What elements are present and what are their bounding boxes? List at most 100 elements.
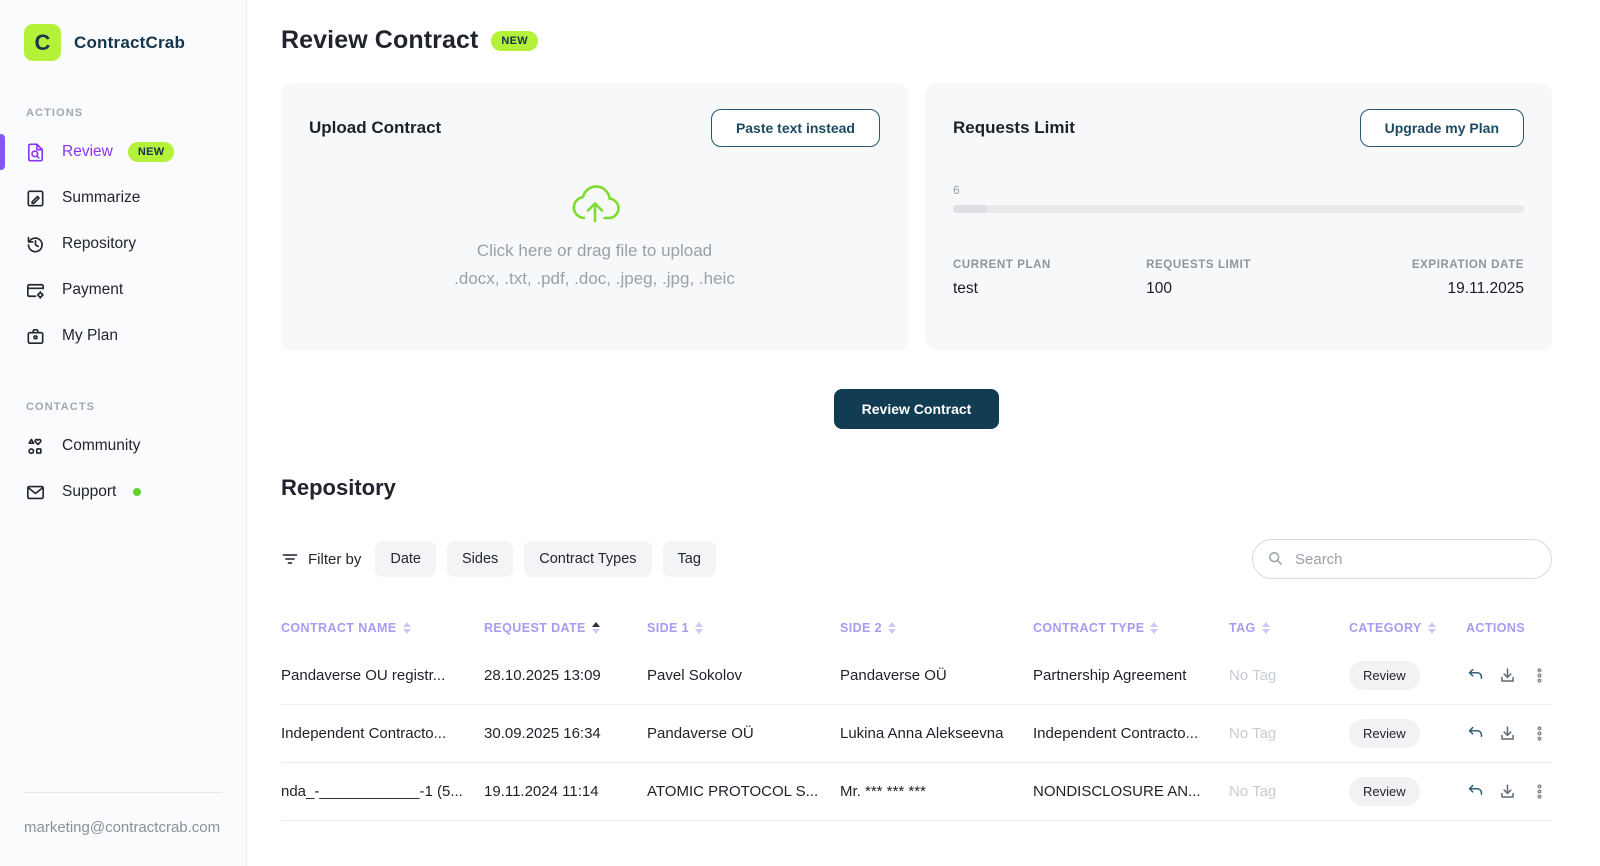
sidebar-item-label: Support [62,483,117,500]
sidebar-item-label: Community [62,437,141,454]
more-options-button[interactable] [1530,782,1549,801]
sidebar-item-support[interactable]: Support [24,477,246,507]
page-title: Review Contract [281,26,479,54]
contractcrab-logo-icon: C [24,24,61,61]
cell-request-date: 19.11.2024 11:14 [484,783,599,800]
paste-text-button[interactable]: Paste text instead [710,109,880,147]
sidebar-item-payment[interactable]: Payment [24,275,246,305]
download-button[interactable] [1498,724,1517,743]
sort-icons-active [591,622,600,634]
cell-side-2: Mr. *** *** *** [840,783,926,800]
cell-side-1: ATOMIC PROTOCOL S... [647,783,819,800]
undo-button[interactable] [1466,782,1485,801]
upload-card-title: Upload Contract [309,118,442,137]
new-badge: NEW [491,30,538,51]
kebab-menu-icon [1537,668,1542,683]
sidebar-item-repository[interactable]: Repository [24,229,246,259]
undo-button[interactable] [1466,724,1485,743]
upload-contract-card: Upload Contract Paste text instead Click… [281,83,908,351]
more-options-button[interactable] [1530,666,1549,685]
undo-button[interactable] [1466,666,1485,685]
filter-icon [282,554,298,564]
table-row[interactable]: nda_-____________-1 (5... 19.11.2024 11:… [281,763,1552,821]
more-options-button[interactable] [1530,724,1549,743]
cell-tag: No Tag [1229,725,1277,742]
sidebar-item-review[interactable]: Review NEW [0,134,246,170]
sidebar-item-summarize[interactable]: Summarize [24,183,246,213]
table-row[interactable]: Independent Contracto... 30.09.2025 16:3… [281,705,1552,763]
download-button[interactable] [1498,666,1517,685]
table-row[interactable]: Pandaverse OU registr... 28.10.2025 13:0… [281,647,1552,705]
sidebar: C ContractCrab ACTIONS Review NEW Summar… [0,0,247,866]
cell-contract-name: Pandaverse OU registr... [281,667,446,684]
review-contract-button[interactable]: Review Contract [833,389,1000,429]
brand[interactable]: C ContractCrab [24,24,246,61]
sort-icons [695,622,703,634]
undo-icon [1468,668,1483,680]
sort-icons [1427,622,1436,634]
requests-limit-card: Requests Limit Upgrade my Plan 6 CURRENT… [925,83,1552,351]
download-button[interactable] [1498,782,1517,801]
cell-contract-name: Independent Contracto... [281,725,447,742]
sidebar-item-label: My Plan [62,327,118,344]
col-side-1[interactable]: SIDE 1 [647,621,840,635]
search-input[interactable] [1252,539,1552,579]
sidebar-item-label: Summarize [62,189,141,206]
col-request-date[interactable]: REQUEST DATE [484,621,647,635]
upgrade-plan-button[interactable]: Upgrade my Plan [1359,109,1524,147]
contacts-section-label: CONTACTS [26,401,96,413]
col-contract-type[interactable]: CONTRACT TYPE [1033,621,1229,635]
col-actions: ACTIONS [1466,621,1526,635]
sidebar-divider [24,792,222,793]
main-content: Review Contract NEW Upload Contract Past… [247,0,1600,821]
col-category[interactable]: CATEGORY [1349,621,1466,635]
logo-letter: C [34,29,51,55]
dropzone-title: Click here or drag file to upload [476,241,713,260]
history-icon [27,236,43,252]
filter-chip-contract-types[interactable]: Contract Types [524,541,652,577]
sidebar-item-label: Payment [62,281,124,298]
sidebar-item-label: Repository [62,235,137,252]
sort-icons [1261,622,1270,634]
sort-icons [1150,622,1159,634]
category-pill[interactable]: Review [1349,777,1420,806]
category-pill[interactable]: Review [1349,719,1420,748]
cell-request-date: 28.10.2025 13:09 [484,667,601,684]
stat-expiration-date: EXPIRATION DATE 19.11.2025 [1411,259,1524,297]
undo-icon [1468,784,1483,796]
sidebar-item-community[interactable]: Community [24,431,246,461]
brand-name: ContractCrab [74,32,186,52]
requests-used-count: 6 [953,183,960,197]
cell-tag: No Tag [1229,783,1277,800]
stat-requests-limit: REQUESTS LIMIT 100 [1146,259,1252,297]
cell-side-2: Lukina Anna Alekseevna [840,725,1004,742]
filter-by-label: Filter by [308,550,362,568]
filter-chip-tag[interactable]: Tag [662,541,716,577]
online-status-dot [133,488,142,496]
requests-progress-bar [953,205,1524,213]
filter-chip-date[interactable]: Date [375,541,436,577]
repository-title: Repository [281,475,396,500]
cell-side-1: Pandaverse OÜ [647,725,754,742]
requests-card-title: Requests Limit [953,118,1075,137]
edit-square-icon [27,189,44,207]
sidebar-item-label: Review [62,143,113,160]
cell-side-2: Pandaverse OÜ [840,667,947,684]
col-contract-name[interactable]: CONTRACT NAME [281,621,484,635]
stat-current-plan: CURRENT PLAN test [953,259,1051,297]
col-side-2[interactable]: SIDE 2 [840,621,1033,635]
kebab-menu-icon [1537,726,1542,741]
search-icon [1269,552,1282,565]
category-pill[interactable]: Review [1349,661,1420,690]
file-search-icon [27,143,44,161]
cell-contract-name: nda_-____________-1 (5... [281,783,463,800]
repository-table: CONTRACT NAME REQUEST DATE SIDE 1 SIDE 2… [281,609,1552,821]
filter-by-control[interactable]: Filter by [281,550,361,568]
upload-dropzone[interactable]: Click here or drag file to upload .docx,… [309,177,880,289]
filter-chip-sides[interactable]: Sides [446,541,514,577]
cell-side-1: Pavel Sokolov [647,667,743,684]
col-tag[interactable]: TAG [1229,621,1349,635]
download-icon [1501,668,1514,682]
actions-section-label: ACTIONS [26,107,84,119]
sidebar-item-my-plan[interactable]: My Plan [24,321,246,351]
